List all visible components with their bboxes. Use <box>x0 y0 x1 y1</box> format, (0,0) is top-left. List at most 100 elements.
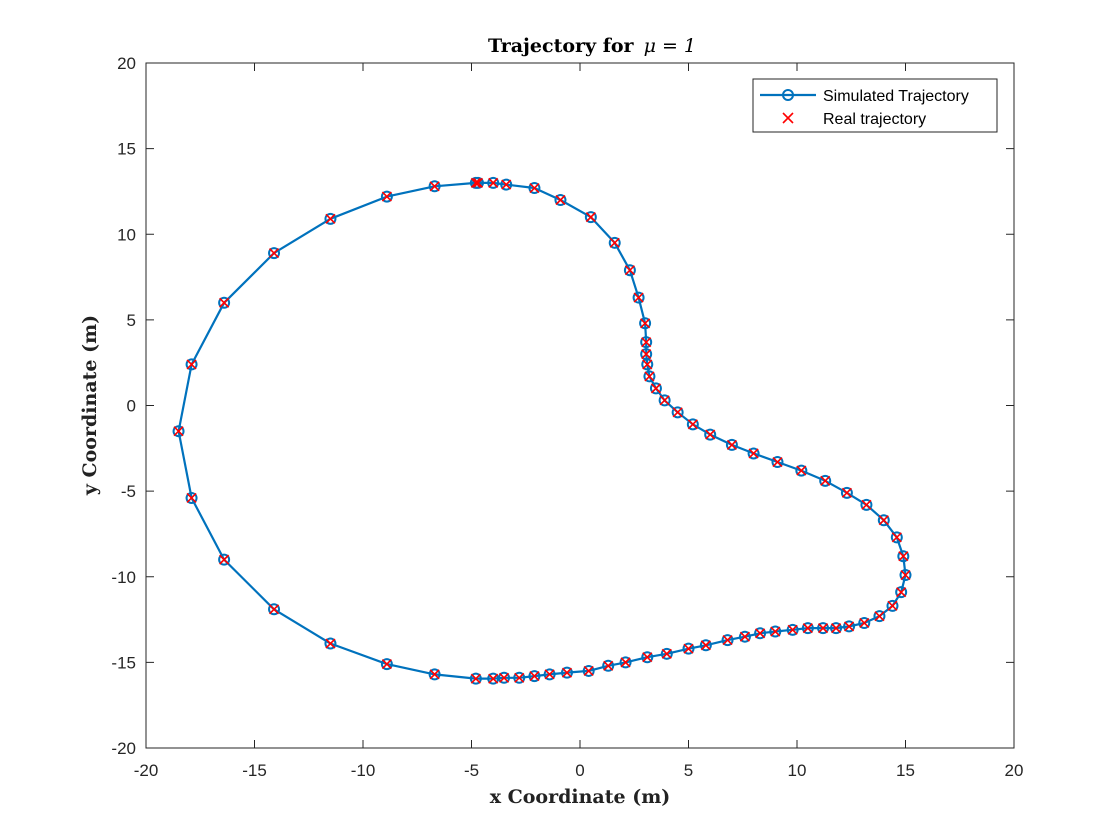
real-point <box>268 248 280 259</box>
legend-circle-marker-icon <box>782 89 794 101</box>
simulated-point <box>840 486 853 499</box>
real-point <box>683 643 694 654</box>
real-point <box>650 383 662 394</box>
real-point <box>641 349 652 360</box>
simulated-point <box>380 658 393 671</box>
simulated-point <box>560 666 573 679</box>
simulated-point <box>817 622 830 635</box>
x-axis-ticks: -20 -15 -10 -5 0 5 10 15 20 <box>134 63 1024 780</box>
real-point <box>583 665 594 677</box>
simulated-point <box>602 659 615 672</box>
simulated-point <box>649 382 662 395</box>
real-point <box>705 429 716 440</box>
chart-title: Trajectory for μ = 1 <box>488 35 696 57</box>
real-point <box>841 487 852 498</box>
simulated-point <box>801 622 814 635</box>
real-point <box>488 177 499 188</box>
real-point <box>529 671 540 682</box>
real-point <box>488 673 499 684</box>
simulated-point <box>268 603 281 616</box>
real-point <box>887 600 898 611</box>
simulated-point <box>543 668 556 681</box>
x-tick-label: 5 <box>684 761 693 780</box>
real-point <box>642 652 653 663</box>
simulated-point <box>658 394 671 407</box>
simulated-point <box>747 447 760 460</box>
simulated-point <box>660 647 673 660</box>
real-point <box>472 177 484 188</box>
y-tick-label: 0 <box>127 397 136 416</box>
simulated-point <box>886 599 899 612</box>
simulated-point <box>487 672 500 685</box>
simulated-point <box>771 456 784 469</box>
x-tick-label: -5 <box>464 761 479 780</box>
real-point <box>219 297 230 308</box>
real-point <box>633 292 644 303</box>
real-point <box>325 638 336 649</box>
simulated-point <box>895 586 908 599</box>
real-point <box>659 395 670 406</box>
simulated-point <box>704 428 717 441</box>
real-point <box>381 191 392 202</box>
legend-x-marker-icon <box>782 112 794 124</box>
simulated-point <box>686 418 699 431</box>
real-point <box>498 672 510 683</box>
real-point <box>896 587 907 598</box>
real-point <box>470 177 481 188</box>
real-point <box>620 657 631 668</box>
simulated-point <box>185 491 198 504</box>
chart-title-text: Trajectory for <box>488 35 635 57</box>
y-axis-label: y Coordinate (m) <box>79 315 101 496</box>
simulated-point <box>699 639 712 652</box>
y-tick-label: 15 <box>117 140 136 159</box>
real-point <box>830 623 842 634</box>
real-point <box>640 318 651 329</box>
simulated-point <box>682 642 695 655</box>
simulated-point <box>380 190 393 203</box>
simulated-point <box>268 247 281 260</box>
real-point <box>501 179 512 190</box>
real-point <box>891 532 902 543</box>
x-tick-label: 20 <box>1005 761 1024 780</box>
x-tick-label: -15 <box>242 761 267 780</box>
x-tick-label: 10 <box>788 761 807 780</box>
simulated-point <box>830 622 843 635</box>
simulated-point <box>619 656 632 669</box>
simulated-point <box>725 438 738 451</box>
real-point <box>859 617 870 629</box>
simulated-point <box>185 358 198 371</box>
simulated-point <box>554 194 567 206</box>
simulated-point <box>172 425 185 438</box>
real-point <box>186 359 197 370</box>
y-tick-label: 20 <box>117 54 136 73</box>
simulated-point <box>639 317 652 330</box>
simulated-point <box>671 406 684 419</box>
y-tick-label: -10 <box>111 568 136 587</box>
simulated-point <box>858 616 871 629</box>
real-point <box>770 626 781 637</box>
real-point <box>529 182 540 194</box>
simulated-point <box>890 531 903 544</box>
real-point <box>739 631 750 642</box>
simulated-point <box>819 474 832 487</box>
legend-entry-simulated: Simulated Trajectory <box>760 88 969 105</box>
x-axis-label: x Coordinate (m) <box>490 786 671 808</box>
y-tick-label: 5 <box>127 311 136 330</box>
real-point <box>173 426 184 437</box>
simulated-point <box>899 569 912 582</box>
real-point <box>861 499 872 510</box>
simulated-point <box>428 668 441 681</box>
simulated-point <box>769 625 782 638</box>
simulated-point <box>897 550 910 563</box>
real-point <box>429 669 440 680</box>
real-point <box>787 624 798 635</box>
real-point <box>817 623 829 634</box>
simulated-point <box>786 623 799 636</box>
real-point <box>722 635 733 646</box>
simulated-point <box>513 671 526 684</box>
real-point <box>268 604 280 615</box>
real-point <box>603 660 614 671</box>
real-point <box>514 672 525 683</box>
real-point <box>561 667 573 678</box>
